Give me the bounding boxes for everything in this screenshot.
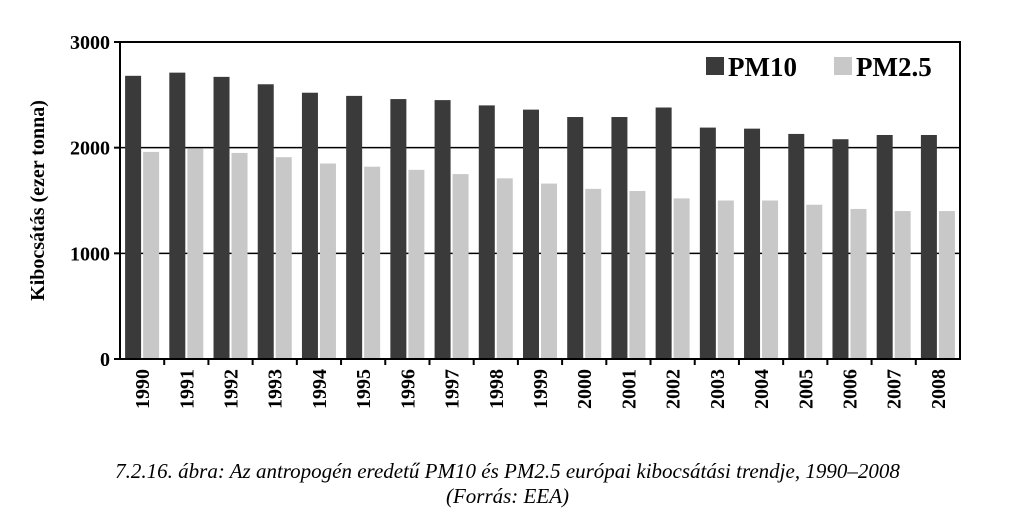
bar-pm25 bbox=[231, 152, 248, 359]
x-tick-label: 1995 bbox=[353, 369, 375, 409]
x-tick-label: 2007 bbox=[884, 369, 906, 409]
bar-pm25 bbox=[629, 190, 646, 359]
bar-pm25 bbox=[319, 163, 336, 359]
x-tick-label: 1994 bbox=[309, 369, 331, 409]
legend: PM10 PM2.5 bbox=[706, 52, 932, 82]
bar-pm25 bbox=[938, 211, 955, 359]
x-tick-label: 2000 bbox=[574, 369, 596, 409]
bar-pm10 bbox=[213, 76, 230, 360]
x-tick-label: 2002 bbox=[663, 369, 685, 409]
y-tick-label: 3000 bbox=[70, 32, 110, 54]
bar-pm25 bbox=[452, 174, 469, 359]
bars bbox=[125, 72, 955, 360]
x-tick-label: 1993 bbox=[265, 369, 287, 409]
bar-pm25 bbox=[143, 151, 160, 359]
bar-pm25 bbox=[541, 183, 557, 359]
x-tick-label: 1991 bbox=[176, 369, 198, 409]
bar-pm10 bbox=[567, 117, 584, 359]
bar-pm10 bbox=[699, 127, 716, 359]
plot-frame bbox=[119, 41, 961, 360]
bar-pm10 bbox=[788, 133, 805, 359]
bar-pm10 bbox=[346, 95, 363, 359]
bar-pm10 bbox=[611, 117, 628, 359]
bar-pm25 bbox=[408, 169, 425, 359]
x-tick-label: 1996 bbox=[397, 369, 419, 409]
bar-pm10 bbox=[125, 75, 142, 360]
legend-label-pm25: PM2.5 bbox=[856, 52, 932, 82]
bar-pm10 bbox=[523, 109, 539, 359]
x-tick-label: 2006 bbox=[839, 369, 861, 409]
x-tick-label: 2003 bbox=[707, 369, 729, 409]
y-tick-label: 0 bbox=[100, 349, 110, 371]
bar-pm10 bbox=[478, 105, 495, 360]
bar-pm10 bbox=[434, 100, 451, 359]
x-tick-label: 1990 bbox=[132, 369, 154, 409]
x-tick-label: 2004 bbox=[751, 369, 773, 409]
bar-pm10 bbox=[390, 99, 407, 359]
figure-source: (Forrás: EEA) bbox=[445, 484, 570, 508]
bar-pm10 bbox=[832, 139, 849, 359]
bar-pm10 bbox=[257, 84, 274, 360]
x-tick-label: 2001 bbox=[618, 369, 640, 409]
bar-pm25 bbox=[496, 178, 513, 359]
bar-pm25 bbox=[762, 200, 779, 359]
bar-pm10 bbox=[169, 72, 186, 359]
bar-pm25 bbox=[806, 204, 823, 359]
y-axis-ticks: 0 1000 2000 3000 bbox=[70, 32, 120, 371]
x-tick-label: 1997 bbox=[442, 369, 464, 409]
bar-pm25 bbox=[585, 188, 602, 359]
bar-pm25 bbox=[187, 148, 204, 359]
bar-pm10 bbox=[301, 92, 318, 359]
bar-pm25 bbox=[894, 211, 911, 359]
legend-swatch-pm10 bbox=[706, 57, 724, 75]
bar-pm25 bbox=[275, 157, 292, 359]
bar-pm25 bbox=[717, 200, 734, 359]
x-tick-label: 2005 bbox=[795, 369, 817, 409]
x-tick-label: 1998 bbox=[486, 369, 508, 409]
x-tick-label: 1999 bbox=[530, 369, 552, 409]
bar-pm10 bbox=[920, 134, 937, 359]
y-tick-label: 1000 bbox=[70, 243, 110, 265]
legend-swatch-pm25 bbox=[834, 57, 852, 75]
bar-pm25 bbox=[364, 166, 381, 359]
bar-pm25 bbox=[673, 198, 690, 359]
legend-label-pm10: PM10 bbox=[728, 52, 797, 82]
bar-pm25 bbox=[850, 208, 867, 359]
y-axis-label: Kibocsátás (ezer tonna) bbox=[27, 100, 49, 301]
y-tick-label: 2000 bbox=[70, 138, 110, 160]
bar-pm10 bbox=[655, 107, 672, 359]
x-axis-ticks: 1990 1991 1992 1993 1994 1995 1996 1997 1998 1999… bbox=[132, 359, 950, 409]
bar-pm10 bbox=[876, 134, 893, 359]
x-tick-label: 1992 bbox=[221, 369, 243, 409]
bar-pm10 bbox=[744, 128, 761, 359]
figure-caption: 7.2.16. ábra: Az antropogén eredetű PM10… bbox=[115, 459, 900, 483]
x-tick-label: 2008 bbox=[928, 369, 950, 409]
